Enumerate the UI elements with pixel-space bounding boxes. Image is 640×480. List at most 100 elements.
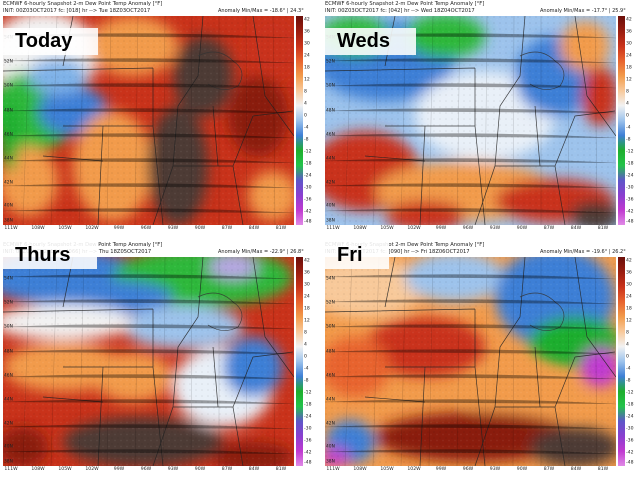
day-label: Weds xyxy=(325,28,416,55)
colorbar-tick: 4 xyxy=(304,101,307,107)
colorbar-tick: 24 xyxy=(304,53,310,59)
lon-labels: 111W 108W 105W 102W 99W 96W 93W 90W 87W … xyxy=(3,467,294,477)
lon-label: 99W xyxy=(113,467,125,472)
lon-label: 105W xyxy=(380,226,394,231)
colorbar-tick: 8 xyxy=(626,330,629,336)
map-plot-area xyxy=(3,257,294,466)
colorbar-tick: -36 xyxy=(626,438,634,444)
panel-header-init: INIT: 00Z03OCT2017 fc: [042] hr --> Wed … xyxy=(325,8,475,14)
colorbar-tick: 12 xyxy=(626,318,632,324)
lon-label: 87W xyxy=(221,467,233,472)
lon-label: 102W xyxy=(85,467,99,472)
lon-label: 90W xyxy=(194,226,206,231)
lon-label: 102W xyxy=(407,467,421,472)
lon-label: 111W xyxy=(4,467,18,472)
colorbar-tick: 24 xyxy=(626,53,632,59)
lon-label: 81W xyxy=(275,226,287,231)
colorbar-tick: -8 xyxy=(304,378,309,384)
colorbar-ticks: 42 36 30 24 18 12 8 4 0 -4 -8 -12 -18 -2… xyxy=(304,16,318,225)
colorbar-ticks: 42 36 30 24 18 12 8 4 0 -4 -8 -12 -18 -2… xyxy=(626,257,640,466)
colorbar-tick: 8 xyxy=(304,89,307,95)
lon-label: 96W xyxy=(140,226,152,231)
lon-label: 81W xyxy=(275,467,287,472)
colorbar-tick: -12 xyxy=(304,390,312,396)
day-label: Thurs xyxy=(3,242,97,269)
colorbar-tick: -36 xyxy=(304,197,312,203)
colorbar-tick: 4 xyxy=(304,342,307,348)
lon-labels: 111W 108W 105W 102W 99W 96W 93W 90W 87W … xyxy=(325,467,616,477)
colorbar-tick: -24 xyxy=(304,414,312,420)
colorbar-tick: -30 xyxy=(626,426,634,432)
anomaly-minmax: Anomaly Min/Max = -18.6° | 24.3° xyxy=(218,8,304,14)
anomaly-minmax: Anomaly Min/Max = -17.7° | 25.9° xyxy=(540,8,626,14)
colorbar xyxy=(618,16,625,225)
lon-label: 87W xyxy=(543,226,555,231)
colorbar xyxy=(296,257,303,466)
lon-label: 90W xyxy=(516,226,528,231)
colorbar-tick: 12 xyxy=(626,77,632,83)
colorbar-ticks: 42 36 30 24 18 12 8 4 0 -4 -8 -12 -18 -2… xyxy=(304,257,318,466)
map-panel-today: ECMWF 6-hourly Snapshot 2-m Dew Point Te… xyxy=(0,0,318,238)
colorbar-tick: 8 xyxy=(626,89,629,95)
lon-label: 81W xyxy=(597,226,609,231)
map-panel-thurs: ECMWF 6-hourly Snapshot 2-m Dew Point Te… xyxy=(0,241,318,479)
lon-label: 81W xyxy=(597,467,609,472)
colorbar-tick: -8 xyxy=(626,378,631,384)
colorbar-tick: 0 xyxy=(304,113,307,119)
colorbar-tick: -48 xyxy=(626,460,634,466)
lon-label: 108W xyxy=(353,467,367,472)
lon-label: 102W xyxy=(85,226,99,231)
colorbar-tick: 30 xyxy=(304,282,310,288)
colorbar-tick: 42 xyxy=(626,17,632,23)
colorbar-tick: -8 xyxy=(304,137,309,143)
lon-label: 111W xyxy=(4,226,18,231)
anomaly-minmax: Anomaly Min/Max = -19.6° | 26.2° xyxy=(540,249,626,255)
colorbar-tick: 42 xyxy=(626,258,632,264)
colorbar-tick: 18 xyxy=(626,306,632,312)
colorbar-tick: 12 xyxy=(304,77,310,83)
colorbar-tick: -4 xyxy=(626,366,631,372)
colorbar-tick: 36 xyxy=(626,29,632,35)
colorbar-tick: -24 xyxy=(626,414,634,420)
colorbar-tick: 18 xyxy=(304,306,310,312)
colorbar-tick: 18 xyxy=(626,65,632,71)
colorbar-tick: 36 xyxy=(304,29,310,35)
colorbar-tick: -4 xyxy=(304,366,309,372)
panel-header-title: ECMWF 6-hourly Snapshot 2-m Dew Point Te… xyxy=(325,242,485,248)
colorbar-tick: 18 xyxy=(304,65,310,71)
colorbar-tick: 36 xyxy=(626,270,632,276)
colorbar-tick: 42 xyxy=(304,17,310,23)
panel-header-title: ECMWF 6-hourly Snapshot 2-m Dew Point Te… xyxy=(3,1,163,7)
colorbar-tick: -18 xyxy=(304,402,312,408)
lon-label: 105W xyxy=(380,467,394,472)
colorbar-tick: 36 xyxy=(304,270,310,276)
lon-label: 90W xyxy=(516,467,528,472)
colorbar-tick: -30 xyxy=(304,426,312,432)
lon-label: 87W xyxy=(543,467,555,472)
day-label: Today xyxy=(3,28,99,55)
lon-labels: 111W 108W 105W 102W 99W 96W 93W 90W 87W … xyxy=(325,226,616,236)
lon-label: 93W xyxy=(489,226,501,231)
map-plot-area xyxy=(325,16,616,225)
colorbar-tick: -12 xyxy=(626,149,634,155)
lon-label: 99W xyxy=(113,226,125,231)
colorbar-tick: 30 xyxy=(626,41,632,47)
lon-label: 84W xyxy=(570,226,582,231)
lon-labels: 111W 108W 105W 102W 99W 96W 93W 90W 87W … xyxy=(3,226,294,236)
map-panel-fri: ECMWF 6-hourly Snapshot 2-m Dew Point Te… xyxy=(322,241,640,479)
lon-label: 96W xyxy=(462,226,474,231)
colorbar-tick: 42 xyxy=(304,258,310,264)
colorbar-ticks: 42 36 30 24 18 12 8 4 0 -4 -8 -12 -18 -2… xyxy=(626,16,640,225)
colorbar-tick: -18 xyxy=(304,161,312,167)
lon-label: 108W xyxy=(353,226,367,231)
day-label: Fri xyxy=(325,242,389,269)
colorbar-tick: -30 xyxy=(626,185,634,191)
colorbar-tick: 0 xyxy=(304,354,307,360)
colorbar-tick: -30 xyxy=(304,185,312,191)
colorbar-tick: 0 xyxy=(626,113,629,119)
lon-label: 87W xyxy=(221,226,233,231)
colorbar-tick: -42 xyxy=(304,209,312,215)
colorbar-tick: -18 xyxy=(626,402,634,408)
lon-label: 102W xyxy=(407,226,421,231)
colorbar-tick: 4 xyxy=(626,101,629,107)
